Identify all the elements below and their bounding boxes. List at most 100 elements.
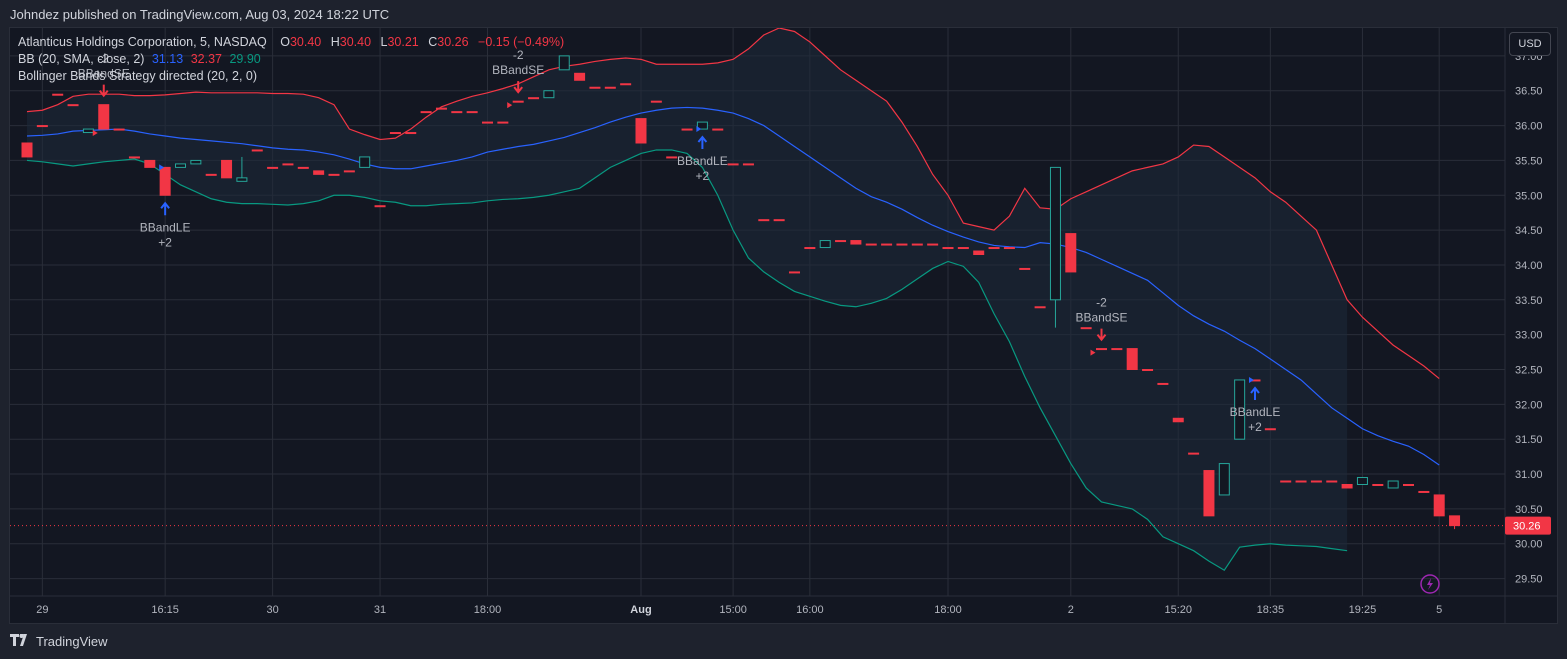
candle [957, 247, 969, 250]
candle [666, 156, 678, 159]
x-tick-label: 19:25 [1349, 604, 1377, 616]
x-tick-label: 2 [1068, 604, 1074, 616]
candle [1218, 463, 1230, 496]
candle [205, 173, 217, 176]
candle [374, 205, 386, 208]
candle [865, 243, 877, 246]
candle-body [1433, 494, 1445, 517]
candle [1019, 267, 1031, 270]
candle [604, 86, 616, 89]
y-tick-label: 32.50 [1515, 364, 1543, 376]
candle-body [1203, 470, 1215, 517]
strategy-label[interactable]: Bollinger Bands Strategy directed (20, 2… [18, 69, 258, 83]
y-tick-label: 31.00 [1515, 469, 1543, 481]
bb-lower-line [26, 149, 1348, 572]
candle-body [681, 128, 693, 131]
candle [267, 166, 279, 169]
lightning-icon[interactable] [1420, 574, 1440, 594]
candle [1280, 480, 1292, 483]
candle-body [205, 173, 217, 176]
candle-body [389, 132, 401, 135]
candle [82, 128, 94, 134]
candle-body [1403, 483, 1414, 486]
candle-body [973, 250, 985, 256]
candle [1449, 515, 1461, 530]
candle [850, 240, 862, 245]
candle [927, 243, 939, 246]
signal-label: BBandSE [492, 63, 544, 77]
short-arrow-icon [513, 81, 523, 94]
candle [620, 83, 632, 86]
candle [896, 243, 908, 246]
candle [681, 128, 693, 131]
high-value: 30.40 [339, 35, 372, 49]
candle-body [1065, 233, 1077, 273]
lightning-icon-ring [1420, 574, 1440, 594]
y-tick-label: 33.00 [1515, 330, 1543, 342]
candle-body [604, 86, 616, 89]
candle [52, 93, 64, 96]
candle-body [482, 121, 493, 124]
signal-label: BBandSE [78, 67, 130, 81]
strategy-row[interactable]: Bollinger Bands Strategy directed (20, 2… [18, 68, 564, 85]
tradingview-logo[interactable]: TradingView [10, 632, 108, 649]
high-label: H [330, 35, 340, 49]
candle [1096, 348, 1107, 351]
last-price-badge: 30.26 [1505, 516, 1551, 535]
long-arrow-icon [160, 201, 170, 216]
candle-body [742, 163, 754, 166]
candle [789, 271, 800, 274]
candle [528, 97, 540, 100]
candle [1111, 348, 1123, 351]
candle-body [420, 111, 432, 114]
candle [712, 128, 724, 131]
candle [1418, 490, 1430, 493]
candle [1341, 483, 1353, 489]
candle [804, 247, 816, 250]
bb-basis-line [26, 106, 1440, 466]
candle [497, 121, 509, 124]
signal-marker: BBandLE+2 [140, 164, 191, 249]
candle [1188, 452, 1200, 455]
candle-body [773, 219, 785, 222]
candle [1080, 327, 1092, 330]
candle [1065, 233, 1077, 273]
candle-body [865, 243, 877, 246]
price-chart[interactable]: 37.0036.5036.0035.5035.0034.5034.0033.50… [10, 28, 1557, 623]
publisher-line: Johndez published on TradingView.com, Au… [10, 7, 390, 22]
bb-row[interactable]: BB (20, SMA, close, 2) 31.13 32.37 29.90 [18, 51, 564, 68]
candle [297, 166, 309, 169]
chart-panel[interactable]: 37.00 36.50 36.00 35.50 35.00 34.50 34.00 33.50… [9, 27, 1558, 624]
candle-body [343, 170, 355, 173]
candle [190, 159, 202, 165]
candle [1326, 480, 1338, 483]
candle [942, 247, 954, 250]
candle [589, 86, 601, 89]
symbol-row[interactable]: Atlanticus Holdings Corporation, 5, NASD… [18, 34, 564, 51]
candle-body [1264, 428, 1276, 431]
symbol-title[interactable]: Atlanticus Holdings Corporation, 5, NASD… [18, 35, 267, 49]
candle [251, 149, 263, 152]
long-arrow-icon [1250, 386, 1260, 400]
candle-body [67, 104, 79, 107]
candle-body [359, 156, 371, 168]
candle [36, 125, 48, 128]
candle-body [927, 243, 939, 246]
candle-body [328, 173, 340, 176]
candle-body [451, 111, 463, 114]
candle [1433, 494, 1445, 517]
candle [1157, 382, 1169, 385]
long-arrow-icon [697, 135, 708, 150]
bb-label[interactable]: BB (20, SMA, close, 2) [18, 52, 145, 66]
candle-body [1019, 267, 1031, 270]
short-entry-marker-icon [1090, 349, 1096, 356]
candle [543, 90, 555, 99]
candle [696, 121, 708, 130]
candle-body [758, 219, 770, 222]
signal-qty: -2 [98, 52, 109, 66]
open-value: 30.40 [289, 35, 322, 49]
candle [881, 243, 893, 246]
candle-body [620, 83, 632, 86]
currency-button[interactable]: USD [1509, 32, 1551, 56]
